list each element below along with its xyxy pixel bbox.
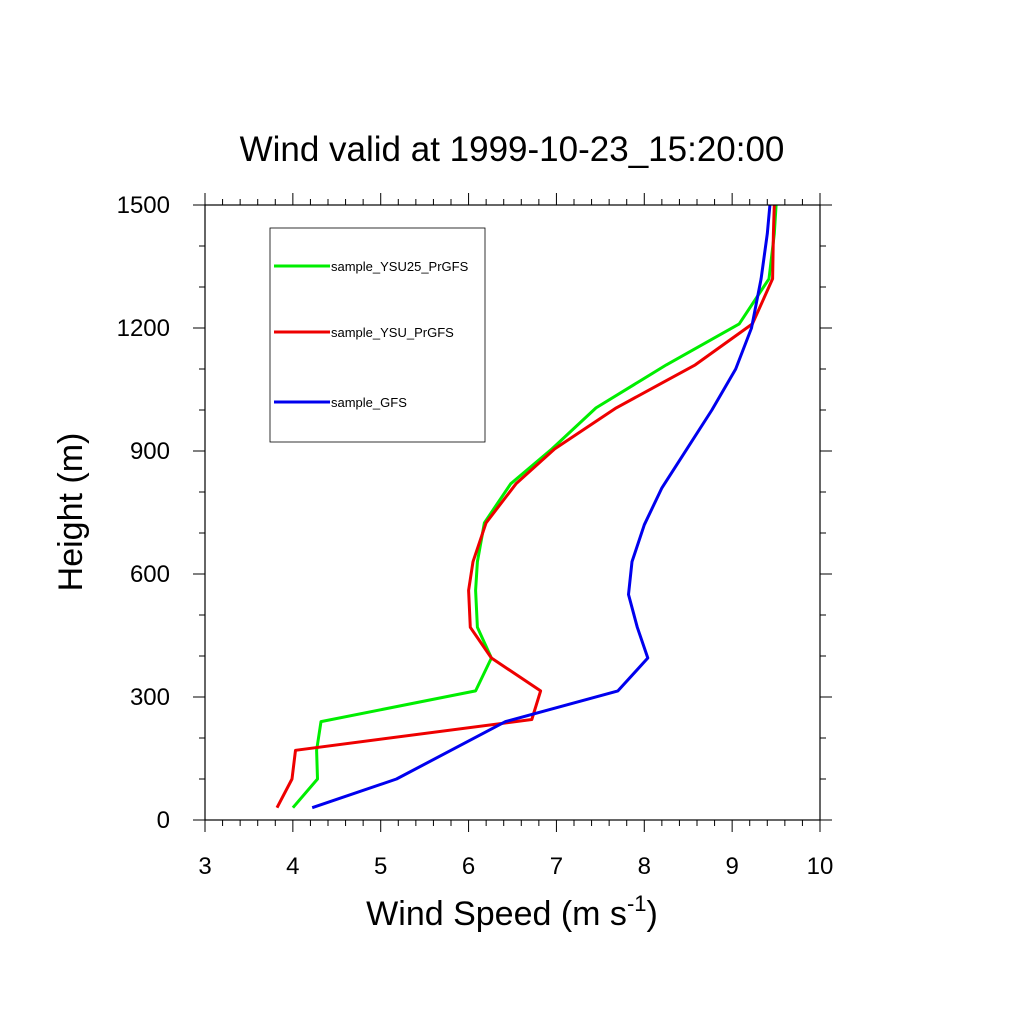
series-line-sample_YSU_PrGFS <box>275 204 776 809</box>
chart-title: Wind valid at 1999-10-23_15:20:00 <box>240 130 785 169</box>
x-axis-label: Wind Speed (m s-1) <box>366 891 658 933</box>
y-tick-label: 600 <box>130 561 170 588</box>
series-layer <box>275 204 778 810</box>
series-line-sample_GFS <box>311 204 772 810</box>
y-tick-label: 0 <box>157 807 170 834</box>
x-tick-label: 7 <box>550 853 563 880</box>
y-tick-label: 1500 <box>117 192 170 219</box>
legend-label: sample_YSU_PrGFS <box>331 325 454 340</box>
legend-label: sample_YSU25_PrGFS <box>331 259 469 274</box>
x-axis-label-main: Wind Speed (m s <box>366 895 627 933</box>
legend-box <box>269 227 486 443</box>
ticks-layer: 3 4 5 6 7 8 9 10 0 300 600 900 1200 1500 <box>117 192 834 880</box>
x-tick-label: 4 <box>286 853 299 880</box>
y-axis-label: Height (m) <box>52 433 90 592</box>
x-tick-label: 9 <box>725 853 738 880</box>
x-tick-label: 6 <box>462 853 475 880</box>
y-tick-label: 900 <box>130 438 170 465</box>
legend: sample_YSU25_PrGFS sample_YSU_PrGFSsample… <box>269 227 486 443</box>
x-tick-label: 5 <box>374 853 387 880</box>
x-tick-label: 3 <box>198 853 211 880</box>
x-axis-label-tail: ) <box>647 895 658 933</box>
legend-label: sample_GFS <box>331 395 407 410</box>
x-tick-label: 8 <box>638 853 651 880</box>
legend-items: sample_YSU25_PrGFS sample_YSU_PrGFSsample… <box>274 259 469 410</box>
x-axis-label-superscript: -1 <box>627 891 647 916</box>
x-tick-label: 10 <box>807 853 834 880</box>
y-tick-label: 300 <box>130 684 170 711</box>
plot-frame <box>204 204 821 821</box>
y-tick-label: 1200 <box>117 315 170 342</box>
